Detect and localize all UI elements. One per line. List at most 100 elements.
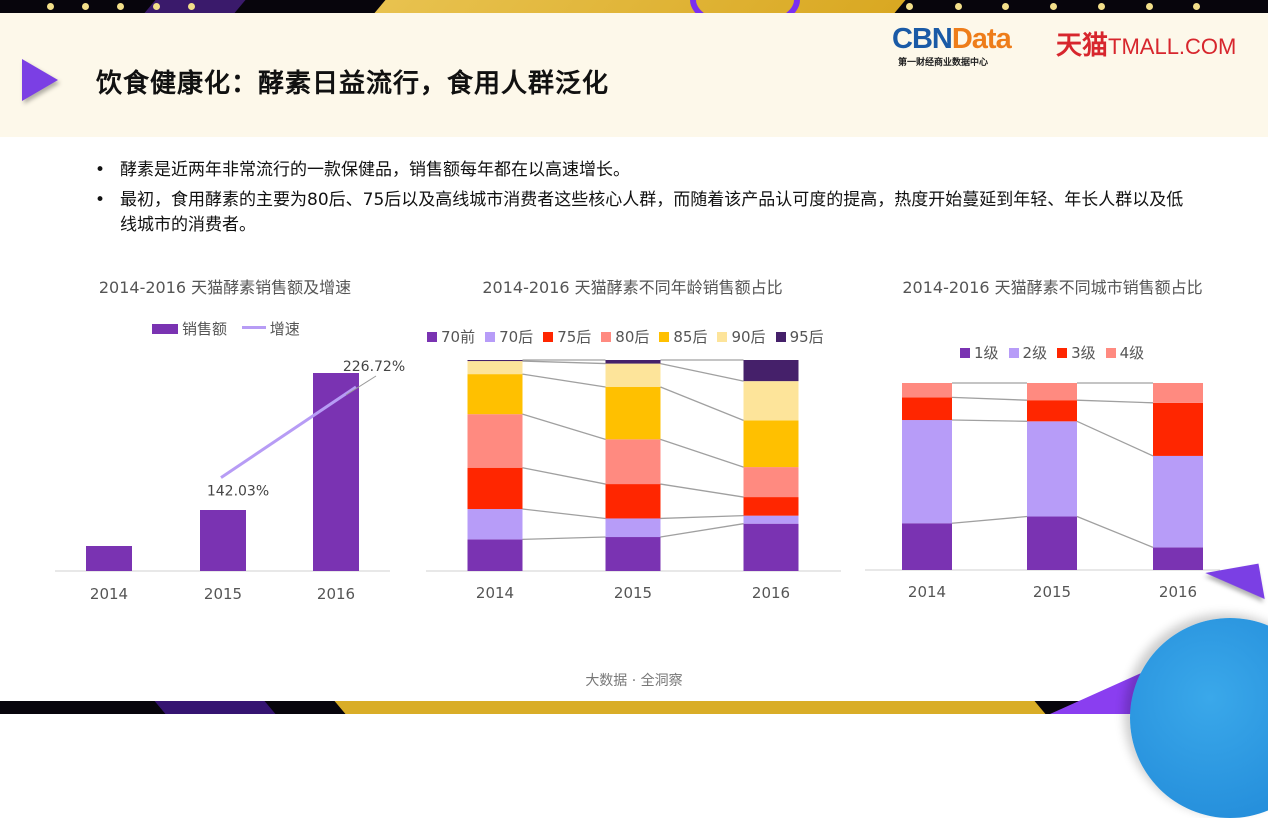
band-stripe [334, 701, 1046, 714]
segment-85后-2015 [605, 387, 661, 440]
decorative-triangle-icon [1205, 563, 1265, 609]
bullet-text: 酵素是近两年非常流行的一款保健品，销售额每年都在以高速增长。 [120, 160, 630, 180]
series-line [1076, 420, 1154, 457]
age-chart-legend: 70前 70后 75后 80后 85后 90后 95后 [427, 326, 834, 347]
legend-swatch [717, 332, 728, 342]
segment-4级-2014 [902, 383, 952, 398]
logo-cbn-text: CBN [892, 23, 953, 55]
top-decorative-band [0, 0, 1268, 13]
segment-4级-2016 [1153, 383, 1203, 403]
segment-2级-2016 [1153, 455, 1203, 548]
series-line [522, 536, 606, 541]
segment-1级-2014 [902, 523, 952, 570]
tmall-cn-text: 天猫 [1056, 31, 1109, 61]
segment-75后-2016 [743, 497, 799, 516]
city-chart-title: 2014-2016 天猫酵素不同城市销售额占比 [902, 278, 1203, 297]
bullet-list: • 酵素是近两年非常流行的一款保健品，销售额每年都在以高速增长。 • 最初，食用酵素… [95, 158, 1195, 243]
cbndata-subtitle: 第一财经商业数据中心 [898, 58, 989, 68]
legend-swatch [241, 326, 266, 329]
band-ring [690, 0, 800, 13]
segment-90后-2016 [743, 381, 799, 421]
legend-swatch [659, 332, 670, 342]
legend-label: 增速 [269, 320, 300, 338]
segment-95后-2014 [467, 360, 523, 362]
segment-80后-2015 [605, 439, 661, 485]
sales-chart: 2014 2015 2016 142.03% 226.72% [55, 359, 405, 603]
legend-item: 2级 [1008, 342, 1047, 363]
data-label-growth-2016: 226.72% [343, 359, 405, 375]
legend-swatch [1057, 348, 1068, 358]
legend-swatch [960, 348, 970, 358]
series-line [660, 386, 744, 422]
legend-label: 75后 [557, 328, 592, 346]
band-dot [153, 3, 160, 10]
series-line [522, 360, 606, 365]
legend-swatch [775, 332, 786, 342]
series-line [522, 413, 606, 440]
segment-85后-2014 [467, 374, 523, 415]
segment-80后-2016 [743, 467, 799, 498]
segment-2级-2014 [902, 420, 952, 524]
play-arrow-icon [22, 59, 58, 101]
series-line [1076, 399, 1154, 404]
legend-label: 销售额 [182, 320, 228, 338]
tmall-logo: 天猫TMALL.COM [1056, 25, 1236, 62]
cbndata-logo: CBNData [892, 23, 1012, 56]
legend-label: 70后 [499, 328, 534, 346]
sales-chart-title: 2014-2016 天猫酵素销售额及增速 [98, 278, 352, 297]
series-line [660, 362, 744, 382]
x-tick-label: 2015 [1033, 583, 1071, 601]
legend-item: 85后 [659, 326, 707, 347]
series-line [660, 523, 744, 538]
series-line [522, 467, 606, 485]
legend-item: 95后 [775, 326, 824, 347]
legend-item-sales: 销售额 [152, 318, 227, 339]
segment-70前-2016 [743, 523, 799, 571]
band-dot [1193, 3, 1200, 10]
segment-95后-2015 [605, 360, 661, 364]
sales-chart-legend: 销售额 增速 [152, 318, 310, 339]
bullet-text: 最初，食用酵素的主要为80后、75后以及高线城市消费者这些核心人群，而随着该产品… [120, 190, 1184, 235]
band-stripe [374, 0, 906, 13]
bar-sales-2016 [313, 373, 359, 571]
logo-data-text: Data [951, 23, 1012, 55]
legend-item: 80后 [601, 326, 649, 347]
legend-swatch [427, 332, 437, 342]
legend-swatch [485, 332, 496, 342]
x-tick-label: 2014 [90, 585, 128, 603]
segment-90后-2014 [467, 361, 523, 375]
legend-item-growth: 增速 [241, 318, 300, 339]
bullet-item: • 最初，食用酵素的主要为80后、75后以及高线城市消费者这些核心人群，而随着该产… [95, 188, 1195, 238]
segment-70后-2014 [467, 509, 523, 540]
legend-label: 3级 [1071, 344, 1096, 362]
tmall-en-text: TMALL.COM [1108, 34, 1237, 59]
band-stripe [154, 701, 276, 714]
series-line [1076, 515, 1154, 548]
city-chart-legend: 1级 2级 3级 4级 [960, 342, 1154, 363]
age-chart: 2014 2015 2016 [426, 359, 841, 602]
segment-70后-2015 [605, 518, 661, 538]
x-tick-label: 2016 [1159, 583, 1197, 601]
segment-95后-2016 [743, 360, 799, 382]
series-line [660, 483, 744, 498]
legend-item: 4级 [1105, 342, 1145, 363]
legend-item: 3级 [1057, 342, 1096, 363]
legend-label: 80后 [615, 328, 650, 346]
band-dot [117, 3, 124, 10]
legend-label: 85后 [673, 328, 708, 346]
segment-3级-2016 [1153, 402, 1203, 456]
segment-1级-2015 [1027, 516, 1077, 570]
x-tick-label: 2014 [908, 583, 946, 601]
bullet-dot: • [95, 190, 106, 210]
series-line [522, 508, 606, 520]
legend-swatch [152, 324, 178, 334]
city-chart: 2014 2015 2016 [865, 382, 1220, 601]
legend-label: 70前 [441, 328, 476, 346]
legend-label: 4级 [1119, 344, 1145, 362]
segment-70前-2015 [605, 537, 661, 571]
bar-sales-2015 [200, 510, 246, 571]
bullet-dot: • [95, 160, 106, 180]
legend-label: 90后 [731, 328, 766, 346]
age-chart-title: 2014-2016 天猫酵素不同年龄销售额占比 [482, 278, 783, 297]
legend-item: 70前 [427, 326, 475, 347]
